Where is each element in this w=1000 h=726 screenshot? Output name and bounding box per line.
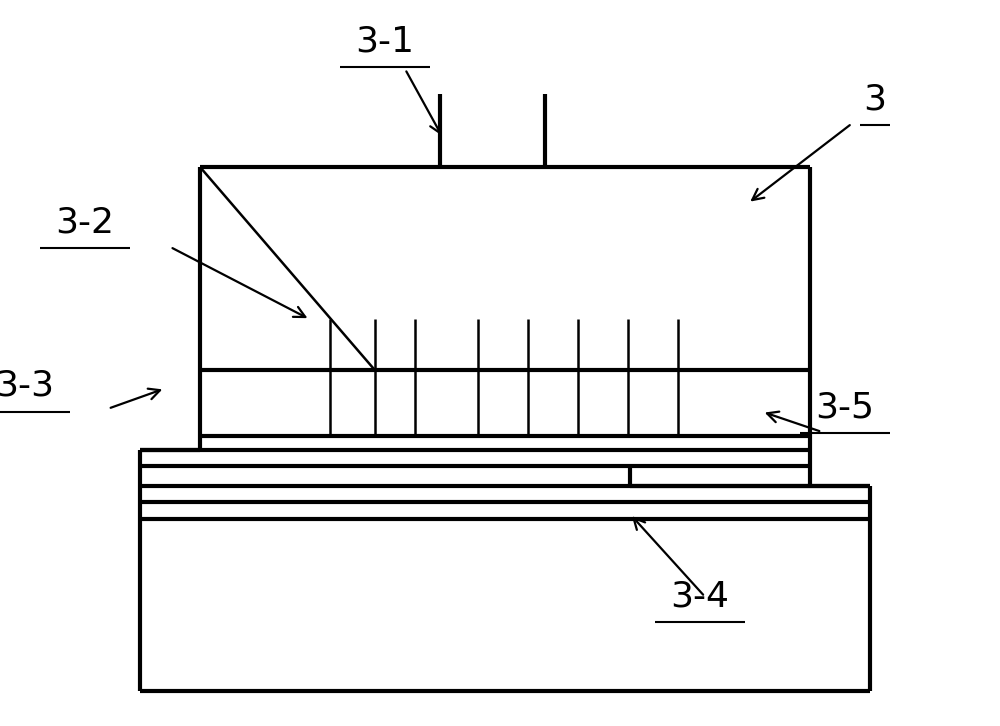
Text: 3-2: 3-2 [56, 205, 114, 240]
Text: 3-3: 3-3 [0, 369, 54, 403]
Text: 3-4: 3-4 [670, 579, 730, 613]
Text: 3-1: 3-1 [356, 24, 415, 58]
Text: 3-5: 3-5 [816, 391, 874, 425]
Text: 3: 3 [864, 82, 887, 116]
